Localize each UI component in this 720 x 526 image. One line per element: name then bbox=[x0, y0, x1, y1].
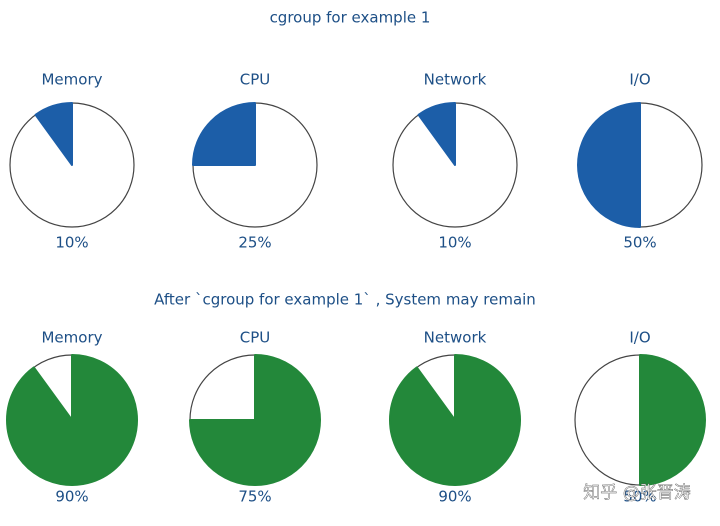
pie-wedge bbox=[189, 354, 321, 486]
pie-title: Network bbox=[424, 329, 487, 347]
value-label: 50% bbox=[623, 488, 656, 506]
watermark: 知乎 @张晋涛 bbox=[583, 483, 690, 503]
value-label: 75% bbox=[238, 488, 271, 506]
pie-title: I/O bbox=[629, 71, 650, 89]
section-heading: cgroup for example 1 bbox=[270, 9, 431, 27]
value-label: 10% bbox=[55, 234, 88, 252]
pie-title: CPU bbox=[240, 71, 271, 89]
pie-wedge bbox=[577, 102, 641, 228]
value-label: 10% bbox=[438, 234, 471, 252]
value-label: 50% bbox=[623, 234, 656, 252]
section-heading: After `cgroup for example 1` , System ma… bbox=[154, 291, 536, 309]
value-label: 90% bbox=[438, 488, 471, 506]
value-label: 90% bbox=[55, 488, 88, 506]
pie-wedge bbox=[6, 354, 138, 486]
pie-wedge bbox=[389, 354, 521, 486]
value-label: 25% bbox=[238, 234, 271, 252]
pie-wedge bbox=[192, 102, 256, 166]
pie-wedge bbox=[639, 354, 706, 486]
pie-wedge bbox=[417, 102, 456, 166]
pie-title: Memory bbox=[41, 71, 102, 89]
pie-title: Memory bbox=[41, 329, 102, 347]
pie-wedge bbox=[34, 102, 73, 166]
pie-title: I/O bbox=[629, 329, 650, 347]
pie-title: Network bbox=[424, 71, 487, 89]
pie-title: CPU bbox=[240, 329, 271, 347]
